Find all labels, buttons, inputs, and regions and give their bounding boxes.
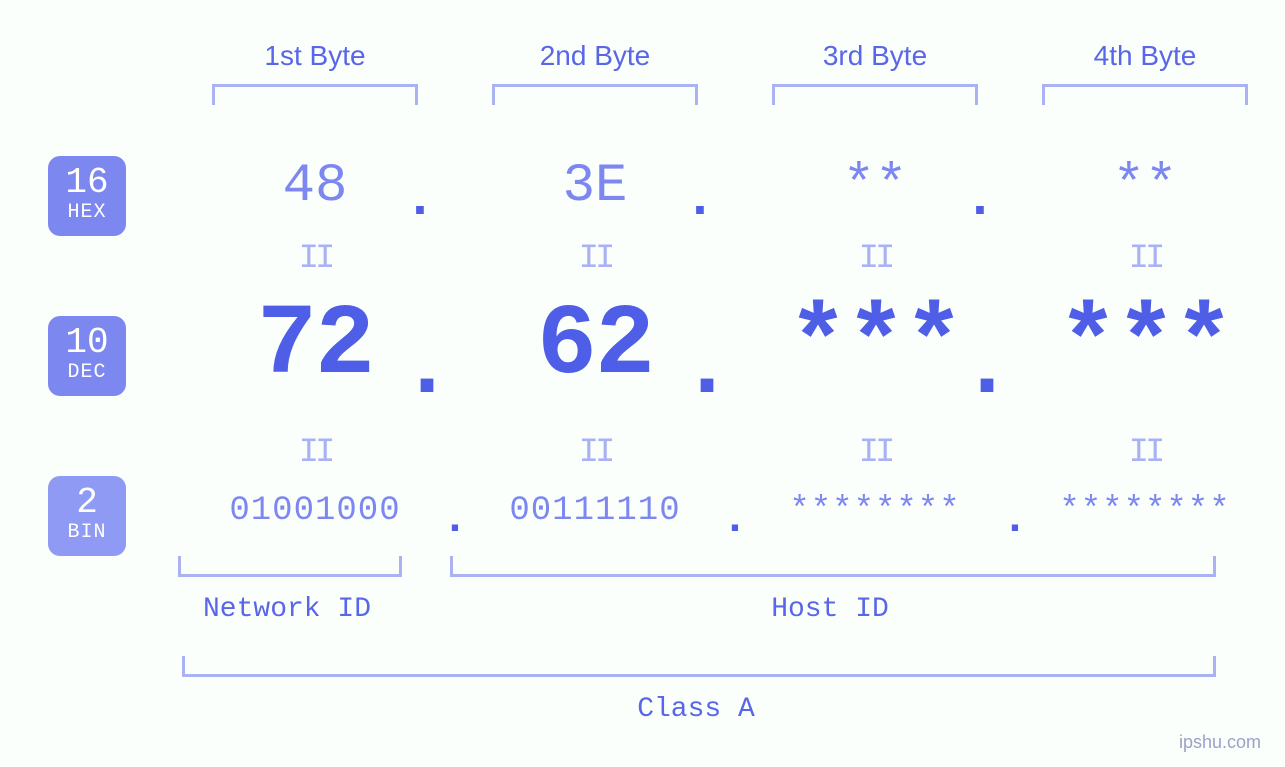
equals-icon: II [735,434,1015,472]
separator-dot: . [680,170,720,231]
ip-diagram: 16 HEX 10 DEC 2 BIN 1st Byte 48 II 72 II… [0,0,1285,767]
byte-header: 2nd Byte [455,40,735,72]
separator-dot: . [435,495,475,545]
top-bracket-icon [1042,84,1248,105]
separator-dot: . [960,170,1000,231]
equals-icon: II [455,240,735,278]
byte-dec-value: *** [1015,290,1275,403]
byte-bin-value: 01001000 [175,492,455,530]
radix-badge-hex: 16 HEX [48,156,126,236]
host-id-label: Host ID [450,594,1210,625]
top-bracket-icon [212,84,418,105]
byte-header: 1st Byte [175,40,455,72]
radix-name: DEC [48,363,126,383]
separator-dot: . [680,318,720,420]
bottom-bracket-network-icon [178,556,402,577]
separator-dot: . [400,170,440,231]
byte-header: 3rd Byte [735,40,1015,72]
byte-header: 4th Byte [1015,40,1275,72]
separator-dot: . [400,318,440,420]
top-bracket-icon [772,84,978,105]
radix-number: 10 [48,325,126,361]
equals-icon: II [1015,434,1275,472]
radix-number: 16 [48,165,126,201]
equals-icon: II [1015,240,1275,278]
network-id-label: Network ID [178,594,396,625]
radix-badge-bin: 2 BIN [48,476,126,556]
class-label: Class A [182,694,1210,725]
separator-dot: . [715,495,755,545]
equals-icon: II [455,434,735,472]
byte-hex-value: ** [1015,156,1275,217]
radix-badge-dec: 10 DEC [48,316,126,396]
watermark: ipshu.com [1179,732,1261,753]
bottom-bracket-host-icon [450,556,1216,577]
top-bracket-icon [492,84,698,105]
separator-dot: . [995,495,1035,545]
radix-number: 2 [48,485,126,521]
equals-icon: II [735,240,1015,278]
equals-icon: II [175,434,455,472]
equals-icon: II [175,240,455,278]
radix-name: BIN [48,523,126,543]
separator-dot: . [960,318,1000,420]
byte-bin-value: ******** [1015,492,1275,530]
radix-name: HEX [48,203,126,223]
bottom-bracket-class-icon [182,656,1216,677]
byte-bin-value: ******** [735,492,1015,530]
byte-bin-value: 00111110 [455,492,735,530]
